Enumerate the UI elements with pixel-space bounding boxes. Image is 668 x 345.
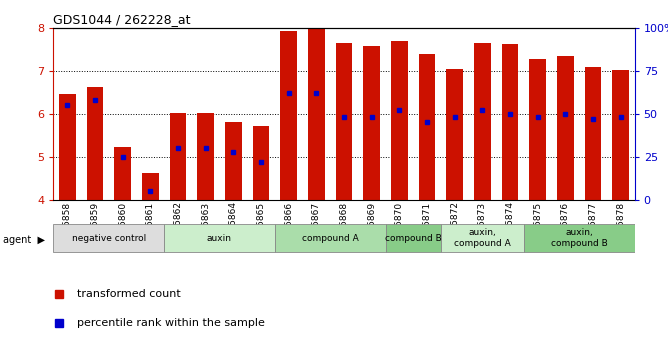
Text: auxin: auxin xyxy=(207,234,232,243)
Bar xyxy=(419,55,436,200)
Text: agent  ▶: agent ▶ xyxy=(3,235,45,245)
Bar xyxy=(225,122,242,200)
Text: GDS1044 / 262228_at: GDS1044 / 262228_at xyxy=(53,13,191,27)
Bar xyxy=(502,44,518,200)
Bar xyxy=(142,173,158,200)
Text: negative control: negative control xyxy=(71,234,146,243)
Text: auxin,
compound A: auxin, compound A xyxy=(454,228,511,248)
Bar xyxy=(281,31,297,200)
Bar xyxy=(530,59,546,200)
Bar xyxy=(275,224,385,252)
Bar xyxy=(164,224,275,252)
Bar xyxy=(336,43,352,200)
Bar xyxy=(308,28,325,200)
Bar xyxy=(53,224,164,252)
Text: compound A: compound A xyxy=(302,234,359,243)
Bar xyxy=(474,43,491,200)
Bar xyxy=(557,56,574,200)
Bar xyxy=(114,148,131,200)
Bar xyxy=(446,69,463,200)
Text: percentile rank within the sample: percentile rank within the sample xyxy=(77,318,265,328)
Bar xyxy=(524,224,635,252)
Bar xyxy=(363,46,380,200)
Bar xyxy=(391,41,407,200)
Text: compound B: compound B xyxy=(385,234,442,243)
Bar xyxy=(59,95,75,200)
Bar xyxy=(253,126,269,200)
Bar xyxy=(584,67,601,200)
Bar xyxy=(197,113,214,200)
Bar xyxy=(170,113,186,200)
Text: transformed count: transformed count xyxy=(77,289,180,299)
Text: auxin,
compound B: auxin, compound B xyxy=(551,228,608,248)
Bar xyxy=(441,224,524,252)
Bar xyxy=(87,87,104,200)
Bar xyxy=(613,70,629,200)
Bar xyxy=(385,224,441,252)
